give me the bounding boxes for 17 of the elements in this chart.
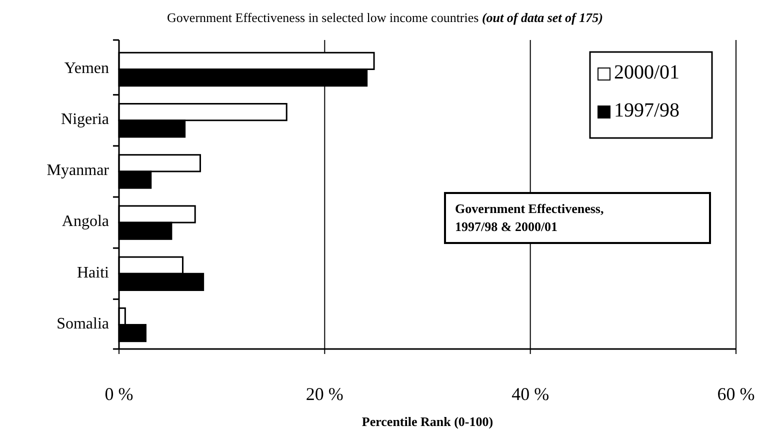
y-tick-label: Haiti (77, 264, 110, 282)
y-tick-label: Nigeria (61, 111, 109, 128)
annotation: Government Effectiveness, 1997/98 & 2000/01 (455, 201, 604, 234)
chart-title: Government Effectiveness in selected low income countries (167, 10, 479, 25)
y-tick-label: Myanmar (46, 162, 110, 180)
note-box: Government Effectiveness, 1997/98 & 2000/01 (444, 192, 711, 244)
x-axis-title: Percentile Rank (0-100) (362, 414, 494, 429)
legend-label: 2000/01 (614, 62, 680, 84)
y-tick-label: Angola (62, 213, 109, 230)
x-tick-label: 20 % (306, 384, 344, 404)
legend-label: 1997/98 (614, 100, 680, 122)
y-tick-label: Yemen (64, 60, 109, 77)
x-tick-label: 40 % (512, 384, 550, 404)
chart-subtitle: (out of data set of 175) (478, 10, 603, 25)
x-tick-label: 60 % (717, 384, 755, 404)
y-tick-label: Somalia (56, 315, 109, 332)
x-tick-label: 0 % (104, 384, 134, 404)
